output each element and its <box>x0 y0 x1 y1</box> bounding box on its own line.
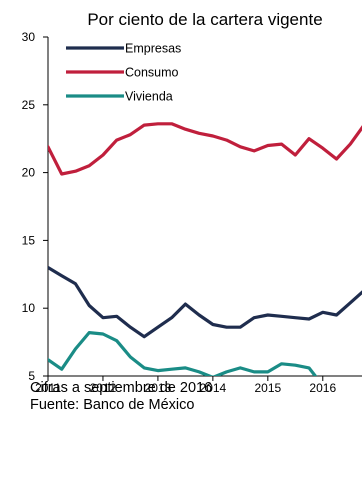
y-tick-label: 30 <box>22 30 36 44</box>
y-axis: 5 10 15 20 25 30 <box>22 30 49 383</box>
x-tick-label: 2014 <box>200 381 227 395</box>
legend-label-vivienda: Vivienda <box>125 90 173 104</box>
x-tick-label: 2012 <box>90 381 117 395</box>
series-lines <box>48 122 362 376</box>
y-tick-label: 5 <box>28 369 35 383</box>
x-tick-label: 2011 <box>35 381 61 395</box>
legend-label-consumo: Consumo <box>125 66 179 80</box>
date-note: Cifras a septiembre de 2016 <box>30 380 213 396</box>
x-tick-label: 2016 <box>309 381 336 395</box>
series-line-empresas <box>48 265 362 339</box>
x-tick-label: 2013 <box>145 381 172 395</box>
legend-label-empresas: Empresas <box>125 42 181 56</box>
series-line-vivienda <box>48 331 318 376</box>
chart-title: Por ciento de la cartera vigente <box>87 10 322 29</box>
source-note: Fuente: Banco de México <box>30 397 195 413</box>
y-tick-label: 20 <box>22 166 36 180</box>
y-tick-label: 15 <box>22 233 36 247</box>
series-line-consumo <box>48 122 362 176</box>
legend: Empresas Consumo Vivienda <box>66 42 181 104</box>
chart: Por ciento de la cartera vigente 5 10 15 20… <box>22 10 362 395</box>
y-tick-label: 10 <box>22 301 36 315</box>
x-axis: 2011 2012 2013 2014 2015 2016 <box>35 375 362 395</box>
y-tick-label: 25 <box>22 98 36 112</box>
x-tick-label: 2015 <box>254 381 281 395</box>
